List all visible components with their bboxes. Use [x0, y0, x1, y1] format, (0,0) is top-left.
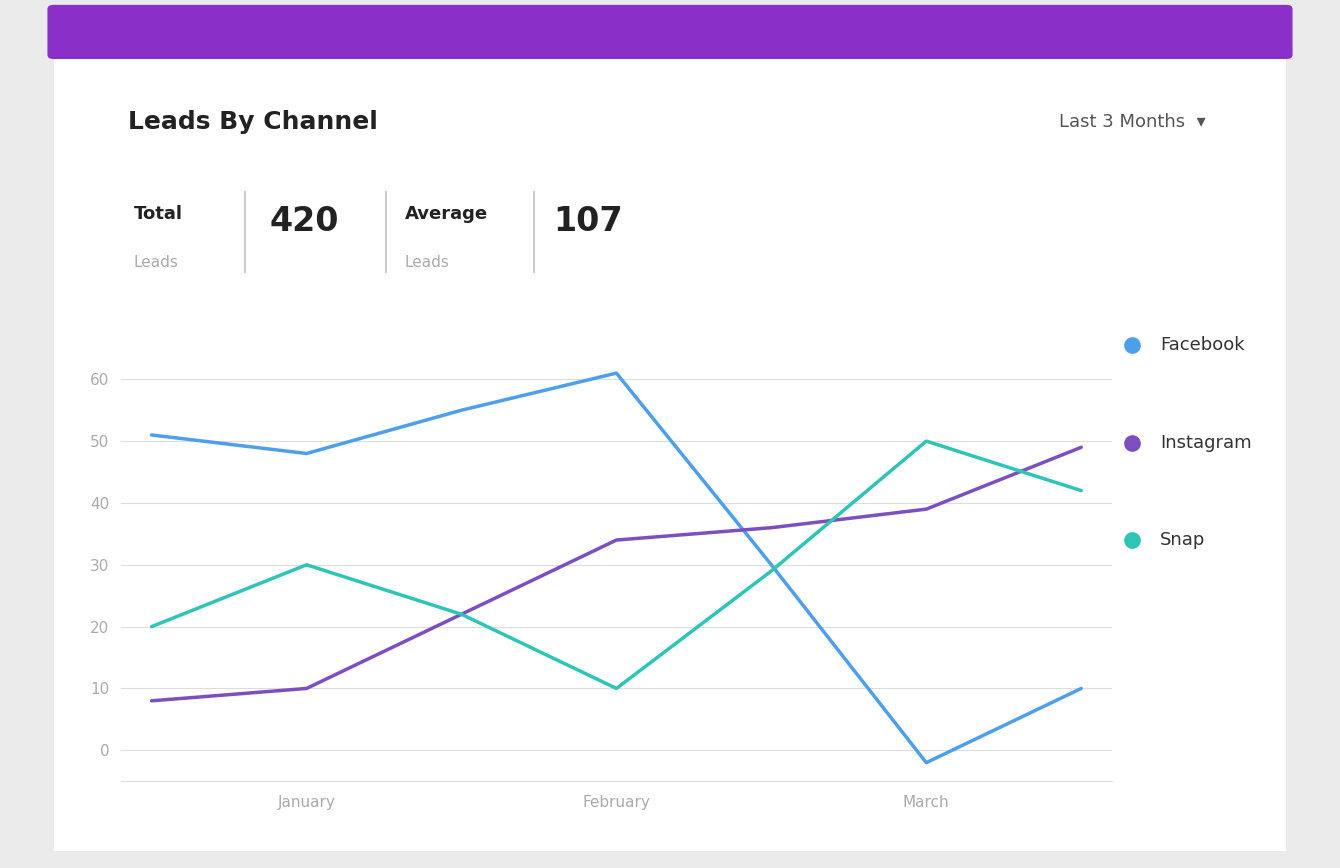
Text: Snap: Snap — [1160, 531, 1206, 549]
Text: 420: 420 — [269, 205, 339, 238]
Text: 107: 107 — [553, 205, 623, 238]
Text: Last 3 Months  ▾: Last 3 Months ▾ — [1059, 113, 1206, 130]
Text: Leads: Leads — [134, 255, 178, 270]
Text: Total: Total — [134, 205, 182, 223]
Text: Facebook: Facebook — [1160, 337, 1245, 354]
FancyBboxPatch shape — [47, 5, 1293, 59]
Text: Leads By Channel: Leads By Channel — [127, 109, 378, 134]
FancyBboxPatch shape — [42, 9, 1298, 859]
Text: Instagram: Instagram — [1160, 434, 1252, 451]
Text: Leads: Leads — [405, 255, 450, 270]
Text: Average: Average — [405, 205, 488, 223]
